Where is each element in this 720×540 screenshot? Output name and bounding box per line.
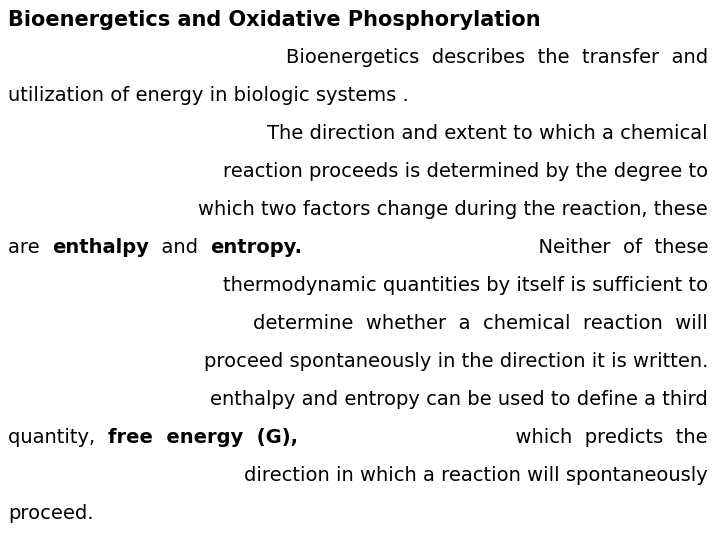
Text: which  predicts  the: which predicts the (503, 428, 708, 447)
Text: proceed spontaneously in the direction it is written.: proceed spontaneously in the direction i… (204, 352, 708, 371)
Text: are: are (8, 238, 52, 257)
Text: thermodynamic quantities by itself is sufficient to: thermodynamic quantities by itself is su… (223, 276, 708, 295)
Text: proceed.: proceed. (8, 504, 94, 523)
Text: quantity,: quantity, (8, 428, 107, 447)
Text: Bioenergetics and Oxidative Phosphorylation: Bioenergetics and Oxidative Phosphorylat… (8, 10, 541, 30)
Text: reaction proceeds is determined by the degree to: reaction proceeds is determined by the d… (223, 162, 708, 181)
Text: determine  whether  a  chemical  reaction  will: determine whether a chemical reaction wi… (253, 314, 708, 333)
Text: The direction and extent to which a chemical: The direction and extent to which a chem… (267, 124, 708, 143)
Text: free  energy  (G),: free energy (G), (107, 428, 297, 447)
Text: Neither  of  these: Neither of these (526, 238, 708, 257)
Text: which two factors change during the reaction, these: which two factors change during the reac… (198, 200, 708, 219)
Text: entropy.: entropy. (210, 238, 302, 257)
Text: enthalpy: enthalpy (52, 238, 149, 257)
Text: enthalpy and entropy can be used to define a third: enthalpy and entropy can be used to defi… (210, 390, 708, 409)
Text: utilization of energy in biologic systems .: utilization of energy in biologic system… (8, 86, 409, 105)
Text: and: and (149, 238, 210, 257)
Text: Bioenergetics  describes  the  transfer  and: Bioenergetics describes the transfer and (286, 48, 708, 67)
Text: direction in which a reaction will spontaneously: direction in which a reaction will spont… (244, 466, 708, 485)
